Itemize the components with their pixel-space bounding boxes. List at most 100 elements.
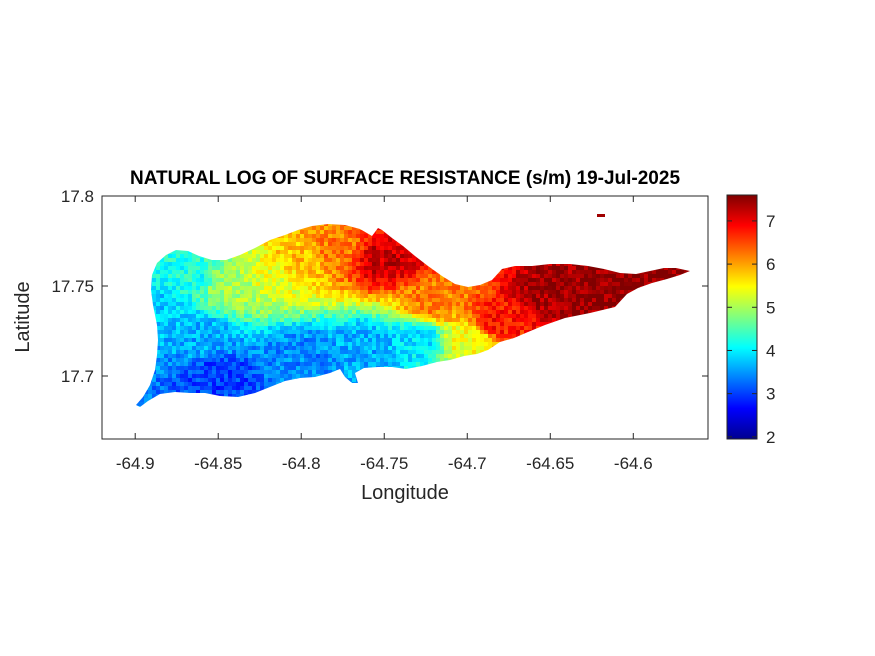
heatmap-cell	[396, 274, 400, 278]
heatmap-cell	[320, 234, 324, 238]
heatmap-cell	[204, 294, 208, 298]
heatmap-cell	[576, 294, 580, 298]
heatmap-cell	[212, 318, 216, 322]
heatmap-cell	[192, 330, 196, 334]
heatmap-cell	[284, 238, 288, 242]
heatmap-cell	[256, 350, 260, 354]
heatmap-cell	[360, 234, 364, 238]
heatmap-cell	[256, 298, 260, 302]
heatmap-cell	[560, 306, 564, 310]
heatmap-cell	[244, 354, 248, 358]
heatmap-cell	[260, 286, 264, 290]
heatmap-cell	[316, 238, 320, 242]
heatmap-cell	[436, 298, 440, 302]
heatmap-cell	[372, 358, 376, 362]
heatmap-cell	[504, 334, 508, 338]
heatmap-cell	[460, 318, 464, 322]
heatmap-cell	[196, 350, 200, 354]
heatmap-cell	[652, 278, 656, 282]
heatmap-cell	[424, 286, 428, 290]
heatmap-cell	[472, 302, 476, 306]
heatmap-cell	[180, 338, 184, 342]
heatmap-cell	[184, 350, 188, 354]
heatmap-cell	[252, 294, 256, 298]
heatmap-cell	[372, 318, 376, 322]
heatmap-cell	[364, 302, 368, 306]
heatmap-cell	[200, 294, 204, 298]
heatmap-cell	[464, 334, 468, 338]
heatmap-cell	[404, 290, 408, 294]
heatmap-cell	[188, 338, 192, 342]
heatmap-cell	[232, 278, 236, 282]
heatmap-cell	[160, 302, 164, 306]
heatmap-cell	[284, 294, 288, 298]
heatmap-cell	[240, 262, 244, 266]
heatmap-cell	[296, 246, 300, 250]
heatmap-cell	[348, 338, 352, 342]
heatmap-cell	[344, 254, 348, 258]
heatmap-cell	[364, 354, 368, 358]
heatmap-cell	[348, 298, 352, 302]
heatmap-cell	[380, 338, 384, 342]
heatmap-cell	[176, 254, 180, 258]
heatmap-cell	[440, 350, 444, 354]
heatmap-cell	[448, 306, 452, 310]
heatmap-cell	[160, 286, 164, 290]
heatmap-cell	[536, 294, 540, 298]
heatmap-cell	[396, 330, 400, 334]
heatmap-cell	[388, 342, 392, 346]
heatmap-cell	[204, 302, 208, 306]
heatmap-cell	[464, 298, 468, 302]
heatmap-cell	[532, 282, 536, 286]
heatmap-cell	[520, 302, 524, 306]
heatmap-cell	[396, 298, 400, 302]
heatmap-cell	[228, 362, 232, 366]
heatmap-cell	[488, 326, 492, 330]
heatmap-cell	[480, 310, 484, 314]
heatmap-cell	[404, 254, 408, 258]
heatmap-cell	[164, 318, 168, 322]
heatmap-cell	[320, 322, 324, 326]
heatmap-cell	[168, 326, 172, 330]
heatmap-cell	[336, 318, 340, 322]
heatmap-cell	[376, 346, 380, 350]
heatmap-cell	[260, 326, 264, 330]
heatmap-cell	[388, 354, 392, 358]
heatmap-cell	[304, 290, 308, 294]
heatmap-cell	[284, 290, 288, 294]
heatmap-cell	[200, 290, 204, 294]
heatmap-cell	[356, 342, 360, 346]
heatmap-cell	[452, 346, 456, 350]
heatmap-cell	[296, 362, 300, 366]
heatmap-cell	[316, 254, 320, 258]
heatmap-cell	[356, 298, 360, 302]
heatmap-cell	[476, 294, 480, 298]
heatmap-cell	[336, 362, 340, 366]
heatmap-cell	[364, 270, 368, 274]
heatmap-cell	[412, 282, 416, 286]
heatmap-cell	[260, 334, 264, 338]
heatmap-cell	[176, 270, 180, 274]
heatmap-cell	[264, 282, 268, 286]
heatmap-cell	[500, 282, 504, 286]
heatmap-cell	[176, 346, 180, 350]
heatmap-cell	[376, 350, 380, 354]
heatmap-cell	[524, 318, 528, 322]
heatmap-cell	[476, 346, 480, 350]
heatmap-cell	[260, 342, 264, 346]
heatmap-cell	[356, 310, 360, 314]
heatmap-cell	[280, 242, 284, 246]
heatmap-cell	[296, 302, 300, 306]
heatmap-cell	[216, 334, 220, 338]
heatmap-cell	[344, 358, 348, 362]
heatmap-cell	[484, 302, 488, 306]
heatmap-cell	[164, 302, 168, 306]
heatmap-cell	[308, 242, 312, 246]
heatmap-cell	[356, 330, 360, 334]
heatmap-cell	[456, 338, 460, 342]
heatmap-cell	[608, 286, 612, 290]
heatmap-cell	[476, 334, 480, 338]
heatmap-cell	[352, 242, 356, 246]
heatmap-cell	[364, 346, 368, 350]
heatmap-cell	[512, 306, 516, 310]
